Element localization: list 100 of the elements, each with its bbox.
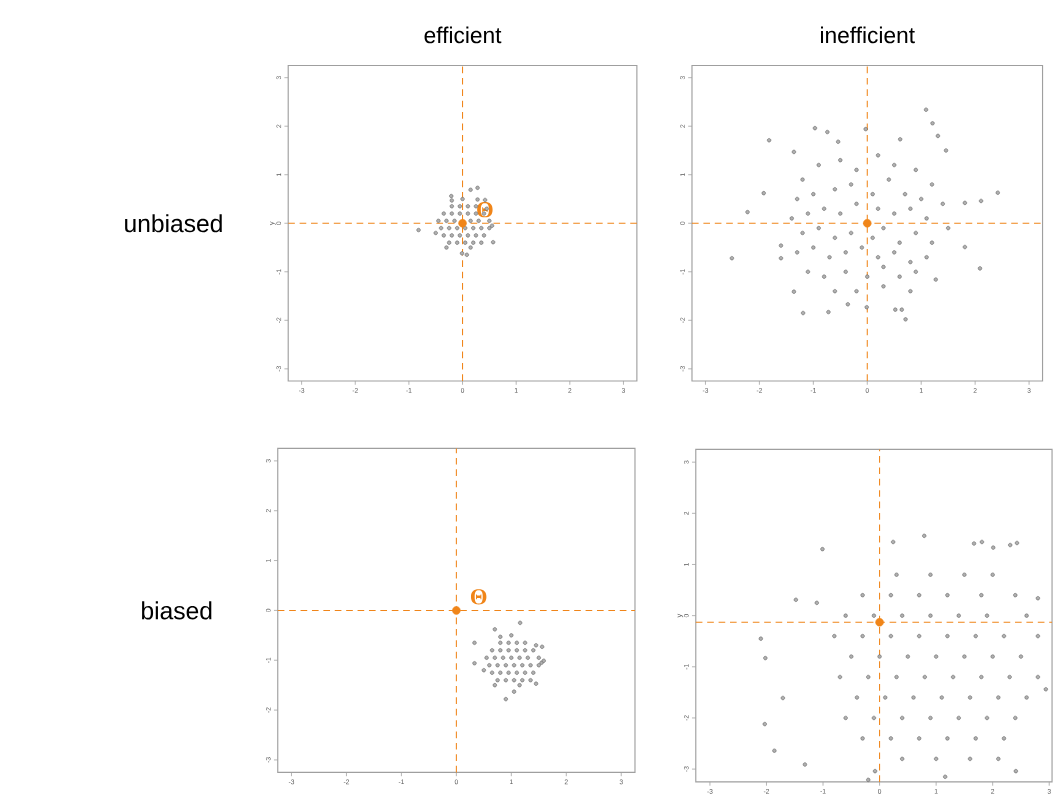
point xyxy=(492,682,497,688)
point xyxy=(447,240,452,245)
point xyxy=(475,185,480,190)
point xyxy=(452,218,457,223)
point xyxy=(503,696,508,701)
point xyxy=(487,663,492,668)
point xyxy=(483,197,488,202)
text: unbiased xyxy=(125,214,222,233)
point xyxy=(479,225,484,230)
point xyxy=(501,655,506,660)
point xyxy=(495,677,500,683)
point xyxy=(490,648,495,653)
point xyxy=(441,233,446,238)
point xyxy=(468,218,473,223)
point xyxy=(455,240,460,245)
point xyxy=(459,251,465,256)
point xyxy=(468,245,473,250)
point xyxy=(457,233,462,238)
point xyxy=(490,223,495,228)
point xyxy=(534,681,539,686)
chart-title: inefficient xyxy=(821,26,915,44)
point xyxy=(447,225,452,230)
point xyxy=(503,677,508,683)
point xyxy=(520,663,525,668)
point xyxy=(512,677,517,683)
point xyxy=(458,218,467,228)
point xyxy=(465,233,470,238)
point xyxy=(481,667,486,673)
point xyxy=(509,633,514,638)
point xyxy=(452,605,461,615)
chart-title: efficient xyxy=(424,26,502,44)
point xyxy=(444,245,449,250)
point xyxy=(465,204,470,209)
point xyxy=(540,644,545,649)
point xyxy=(523,670,528,675)
point xyxy=(484,655,489,660)
point xyxy=(506,648,511,653)
point xyxy=(492,627,497,632)
point xyxy=(498,648,503,653)
annotation: Θ xyxy=(470,589,487,605)
point xyxy=(479,240,484,245)
point xyxy=(498,670,503,675)
point xyxy=(492,655,497,660)
point xyxy=(531,648,536,653)
point xyxy=(520,677,525,683)
point xyxy=(487,218,492,223)
point xyxy=(439,225,444,230)
annotation: Θ xyxy=(477,201,493,218)
point xyxy=(441,211,446,216)
point xyxy=(472,640,477,645)
point xyxy=(481,233,487,238)
point xyxy=(503,663,508,668)
point xyxy=(536,655,541,660)
point xyxy=(449,193,454,198)
point xyxy=(525,655,530,660)
point xyxy=(457,211,462,216)
point xyxy=(531,670,536,675)
point xyxy=(471,225,476,230)
point xyxy=(460,196,465,201)
point xyxy=(472,661,477,666)
point xyxy=(473,233,478,238)
point xyxy=(512,663,517,668)
point xyxy=(523,640,528,645)
point xyxy=(457,204,462,209)
point xyxy=(464,252,469,257)
point xyxy=(509,655,514,660)
point xyxy=(528,663,533,668)
point xyxy=(528,677,533,683)
point xyxy=(514,640,519,645)
point xyxy=(534,643,539,648)
point xyxy=(468,187,473,192)
point xyxy=(449,198,454,203)
point xyxy=(498,640,503,645)
point xyxy=(436,218,441,223)
point xyxy=(465,211,470,216)
point xyxy=(433,230,438,235)
point xyxy=(517,655,522,660)
point xyxy=(475,197,480,202)
point xyxy=(498,634,503,639)
point xyxy=(491,239,496,245)
point xyxy=(449,233,454,238)
point xyxy=(449,211,454,216)
point xyxy=(514,670,519,675)
point xyxy=(518,620,523,625)
point xyxy=(517,682,522,688)
text: biased xyxy=(142,601,212,620)
point xyxy=(444,218,449,223)
point xyxy=(476,218,481,223)
point xyxy=(514,648,519,653)
point xyxy=(495,663,500,668)
point xyxy=(506,670,511,675)
point xyxy=(506,640,511,645)
point xyxy=(463,240,468,245)
point xyxy=(449,204,454,209)
point xyxy=(455,225,460,230)
point xyxy=(512,689,517,694)
point xyxy=(471,240,476,245)
point xyxy=(490,670,495,675)
point xyxy=(523,648,528,653)
point xyxy=(416,227,421,232)
